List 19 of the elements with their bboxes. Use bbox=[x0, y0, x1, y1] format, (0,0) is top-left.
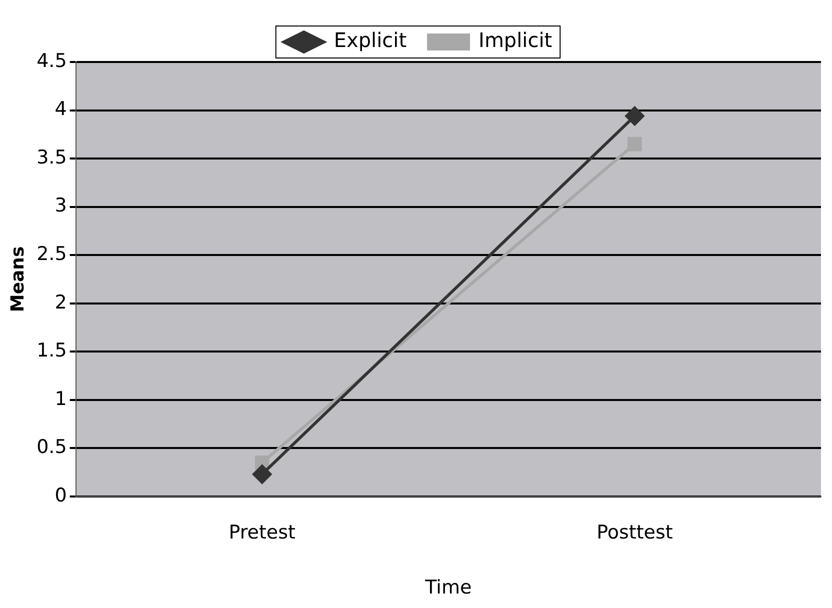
x-tick-label: Posttest bbox=[596, 522, 673, 544]
legend-label: Implicit bbox=[478, 28, 552, 52]
y-tick-label: 3 bbox=[54, 194, 67, 217]
x-axis-title: Time bbox=[424, 576, 472, 599]
point bbox=[252, 464, 272, 484]
y-tick-label: 1 bbox=[54, 388, 67, 410]
y-tick-label: 4.5 bbox=[36, 50, 67, 72]
point bbox=[628, 136, 642, 152]
y-tick-label: 0 bbox=[54, 484, 67, 506]
x-tick-label: Pretest bbox=[228, 522, 296, 544]
y-axis-title: Means bbox=[7, 246, 28, 312]
point bbox=[625, 106, 644, 126]
y-tick-label: 1.5 bbox=[36, 340, 67, 362]
y-tick-label: 3.5 bbox=[36, 146, 67, 168]
y-tick-label: 2.5 bbox=[36, 243, 67, 266]
y-tick-label: 2 bbox=[54, 291, 67, 314]
y-tick-label: 4 bbox=[54, 98, 67, 120]
y-tick-label: 0.5 bbox=[36, 436, 67, 458]
legend-label: Explicit bbox=[334, 28, 407, 52]
